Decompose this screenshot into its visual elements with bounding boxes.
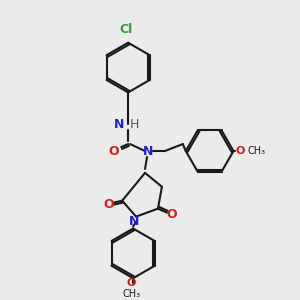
Text: H: H bbox=[129, 118, 139, 131]
Text: O: O bbox=[236, 146, 245, 156]
Text: CH₃: CH₃ bbox=[248, 146, 266, 156]
Text: CH₃: CH₃ bbox=[122, 289, 140, 299]
Text: O: O bbox=[103, 198, 114, 211]
Text: O: O bbox=[108, 145, 119, 158]
Text: Cl: Cl bbox=[119, 23, 133, 36]
Text: N: N bbox=[114, 118, 124, 131]
Text: N: N bbox=[129, 215, 139, 228]
Text: O: O bbox=[126, 278, 136, 288]
Text: O: O bbox=[167, 208, 177, 221]
Text: N: N bbox=[143, 145, 153, 158]
